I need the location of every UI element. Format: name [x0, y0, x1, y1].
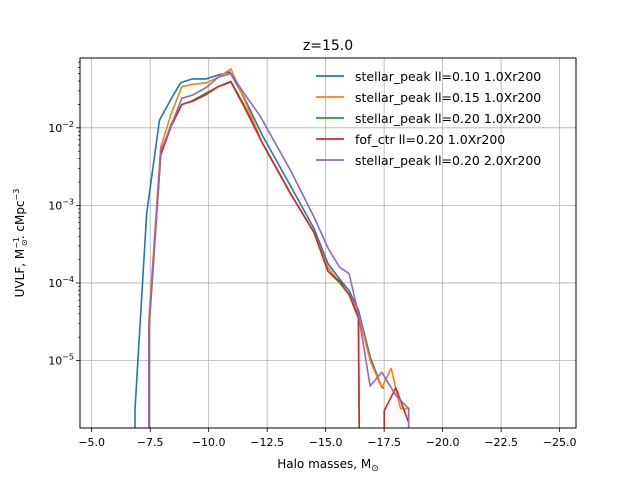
y-axis-label: UVLF, M−1⊙. cMpc−3 [12, 189, 29, 298]
x-tick-label: −15.0 [309, 436, 343, 449]
legend: stellar_peak ll=0.10 1.0Xr200 stellar_pea… [316, 69, 541, 168]
x-tick-label: −17.5 [367, 436, 401, 449]
x-tick-label: −7.5 [137, 436, 164, 449]
y-axis-ticks: 10−2 10−3 10−4 10−5 [48, 62, 80, 367]
legend-label: stellar_peak ll=0.15 1.0Xr200 [355, 90, 541, 105]
y-tick-label: 10−3 [48, 197, 74, 212]
legend-label: stellar_peak ll=0.10 1.0Xr200 [355, 69, 541, 84]
x-tick-label: −22.5 [484, 436, 518, 449]
chart-title: z=15.0 [303, 38, 353, 54]
legend-label: fof_ctr ll=0.20 1.0Xr200 [355, 132, 505, 147]
x-axis-ticks: −5.0 −7.5 −10.0 −12.5 −15.0 −17.5 −20.0 −22.5 −2… [78, 428, 576, 449]
x-axis-label-sub: ⊙ [371, 464, 379, 474]
series-line-1 [135, 72, 384, 477]
x-tick-label: −20.0 [426, 436, 460, 449]
legend-label: stellar_peak ll=0.20 2.0Xr200 [355, 153, 541, 168]
series-lines [135, 69, 410, 477]
x-tick-label: −10.0 [192, 436, 226, 449]
series-line-3 [149, 81, 360, 477]
y-tick-label: 10−5 [48, 353, 74, 368]
x-tick-label: −25.0 [543, 436, 577, 449]
x-axis-label: Halo masses, M⊙ [277, 457, 379, 474]
x-axis-label-main: Halo masses, M [277, 457, 371, 471]
series-line-2 [149, 69, 410, 477]
x-tick-label: −5.0 [78, 436, 105, 449]
legend-label: stellar_peak ll=0.20 1.0Xr200 [355, 111, 541, 126]
y-tick-label: 10−2 [48, 120, 74, 135]
y-tick-label: 10−4 [48, 275, 74, 290]
x-tick-label: −12.5 [250, 436, 284, 449]
